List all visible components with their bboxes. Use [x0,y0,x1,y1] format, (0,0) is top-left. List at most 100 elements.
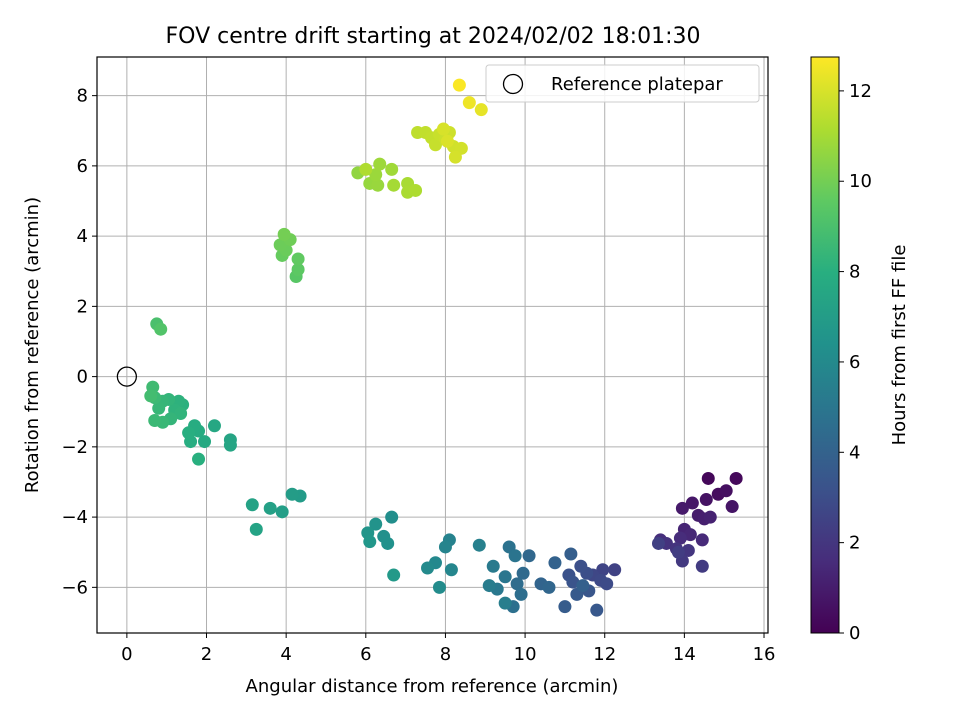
data-point [719,484,733,498]
data-point [703,510,717,524]
colorbar-tick-label: 0 [849,623,860,644]
colorbar-tick-label: 2 [849,533,860,554]
data-point [291,252,305,266]
x-tick-label: 12 [593,644,616,665]
data-points [144,78,743,617]
x-tick-label: 0 [121,644,132,665]
colorbar-tick-label: 8 [849,262,860,283]
data-point [482,579,496,593]
data-point [249,522,263,536]
legend-marker [502,73,524,95]
data-point [387,568,401,582]
data-point [448,150,462,164]
colorbar: 0 2 4 6 8 10 12 Hours from first FF file [810,56,910,644]
plot-frame [96,56,769,634]
data-point [685,496,699,510]
y-tick-label: 4 [77,226,88,247]
y-axis-ticks: −6 −4 −2 0 2 4 6 8 [61,86,97,598]
colorbar-tick-label: 10 [849,171,872,192]
data-point [675,501,689,515]
data-point [428,138,442,152]
legend-box [485,64,760,103]
colorbar-tick-label: 12 [849,81,872,102]
data-point [673,531,687,545]
reference-platepar-marker [116,366,138,387]
data-point [207,419,221,433]
data-point [516,566,530,580]
y-tick-label: 0 [77,367,88,388]
data-point [695,533,709,547]
chart-title: FOV centre drift starting at 2024/02/02 … [166,24,701,49]
data-point [472,538,486,552]
data-point [548,556,562,570]
data-point [558,600,572,614]
y-tick-label: −2 [61,437,88,458]
x-tick-label: 6 [360,644,371,665]
data-point [542,580,556,594]
data-point [683,528,697,542]
data-point [576,579,590,593]
data-point [498,596,512,610]
data-point [432,580,446,594]
x-tick-label: 14 [673,644,696,665]
data-point [277,227,291,241]
data-point [522,549,536,563]
y-tick-label: 2 [77,296,88,317]
colorbar-tick-label: 4 [849,442,860,463]
data-point [436,122,450,136]
data-point [263,501,277,515]
data-point [510,577,524,591]
data-point [695,559,709,573]
data-point [564,547,578,561]
data-point [486,559,500,573]
data-point [452,78,466,92]
data-point [154,322,168,336]
data-point [369,168,383,182]
data-point [444,563,458,577]
data-point [600,577,614,591]
data-point [590,603,604,617]
data-point [596,563,610,577]
x-axis-label: Angular distance from reference (arcmin) [246,676,619,697]
data-point [514,587,528,601]
data-point [651,536,665,550]
data-point [198,435,212,449]
data-point [371,178,385,192]
data-point [438,540,452,554]
reference-marker [116,366,138,387]
data-point [681,543,695,557]
x-tick-label: 10 [514,644,537,665]
data-point [273,238,287,252]
x-tick-label: 2 [201,644,212,665]
data-point [381,536,395,550]
data-point [144,389,158,403]
data-point [174,406,188,420]
y-axis-label: Rotation from reference (arcmin) [22,197,43,493]
data-point [148,414,162,428]
data-point [409,183,423,197]
y-tick-label: 6 [77,156,88,177]
x-tick-label: 8 [440,644,451,665]
data-point [498,570,512,584]
data-point [373,157,387,171]
data-point [385,510,399,524]
data-point [462,96,476,110]
data-point [699,493,713,507]
data-point [385,162,399,176]
data-point [729,471,743,485]
grid [97,57,768,633]
data-point [182,426,196,440]
data-point [285,487,299,501]
x-tick-label: 16 [753,644,776,665]
data-point [152,401,166,415]
data-point [725,500,739,514]
colorbar-ticks: 0 2 4 6 8 10 12 [839,81,872,644]
x-axis-ticks: 0 2 4 6 8 10 12 14 16 [121,633,775,665]
data-point [440,134,454,148]
data-point [574,559,588,573]
data-point [608,563,622,577]
colorbar-tick-label: 6 [849,352,860,373]
legend-entry: Reference platepar [551,74,723,95]
data-point [223,438,237,452]
